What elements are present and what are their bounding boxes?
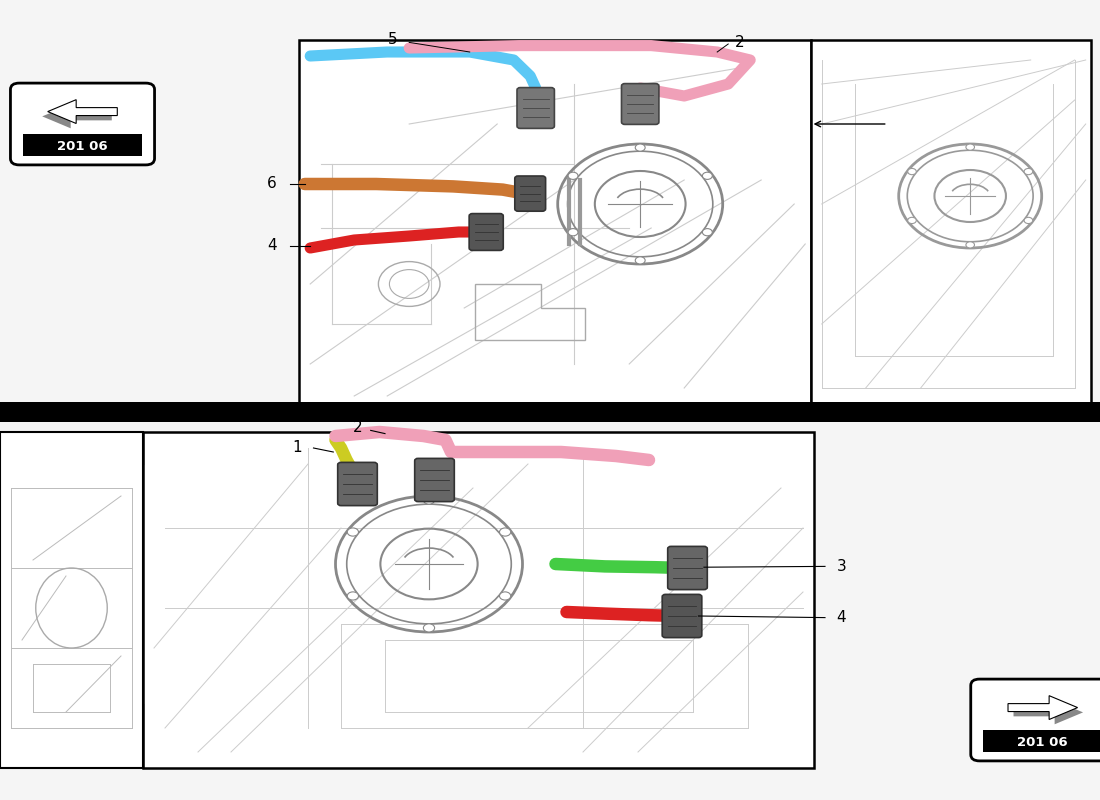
Circle shape xyxy=(1024,218,1033,223)
Bar xyxy=(983,730,1100,752)
Text: 201 06: 201 06 xyxy=(1018,735,1068,749)
FancyBboxPatch shape xyxy=(299,40,811,404)
Text: 201 06: 201 06 xyxy=(57,139,108,153)
Bar xyxy=(0,402,1100,422)
Circle shape xyxy=(348,528,359,536)
Text: a z Parts direct: a z Parts direct xyxy=(385,518,583,642)
Text: 3: 3 xyxy=(837,559,846,574)
FancyBboxPatch shape xyxy=(662,594,702,638)
FancyBboxPatch shape xyxy=(517,87,554,128)
Text: 5: 5 xyxy=(388,33,397,47)
FancyBboxPatch shape xyxy=(515,176,546,211)
Circle shape xyxy=(703,172,713,179)
FancyBboxPatch shape xyxy=(415,458,454,502)
Circle shape xyxy=(703,229,713,236)
FancyBboxPatch shape xyxy=(621,83,659,124)
Text: 4: 4 xyxy=(267,238,276,253)
Circle shape xyxy=(636,144,646,151)
Circle shape xyxy=(568,172,578,179)
Circle shape xyxy=(499,592,510,600)
Text: 4: 4 xyxy=(837,610,846,625)
FancyBboxPatch shape xyxy=(10,83,154,165)
Circle shape xyxy=(424,624,434,632)
Text: a z Parts direct: a z Parts direct xyxy=(473,154,671,278)
FancyBboxPatch shape xyxy=(811,40,1091,404)
FancyBboxPatch shape xyxy=(143,432,814,768)
FancyBboxPatch shape xyxy=(338,462,377,506)
Circle shape xyxy=(908,169,916,174)
Circle shape xyxy=(636,257,646,264)
Circle shape xyxy=(499,528,510,536)
Bar xyxy=(22,134,143,156)
Circle shape xyxy=(966,242,975,248)
Polygon shape xyxy=(1013,701,1084,724)
Circle shape xyxy=(908,218,916,223)
Circle shape xyxy=(1024,169,1033,174)
Text: 2: 2 xyxy=(353,421,362,435)
Circle shape xyxy=(348,592,359,600)
Polygon shape xyxy=(47,100,118,123)
Polygon shape xyxy=(42,105,112,128)
Text: 1: 1 xyxy=(293,441,301,455)
Circle shape xyxy=(966,144,975,150)
Circle shape xyxy=(424,496,434,504)
FancyBboxPatch shape xyxy=(470,214,504,250)
Circle shape xyxy=(568,229,578,236)
Text: 2: 2 xyxy=(735,35,744,50)
FancyBboxPatch shape xyxy=(668,546,707,590)
FancyBboxPatch shape xyxy=(0,432,143,768)
Text: 6: 6 xyxy=(267,177,276,191)
FancyBboxPatch shape xyxy=(970,679,1100,761)
Polygon shape xyxy=(1008,696,1078,719)
